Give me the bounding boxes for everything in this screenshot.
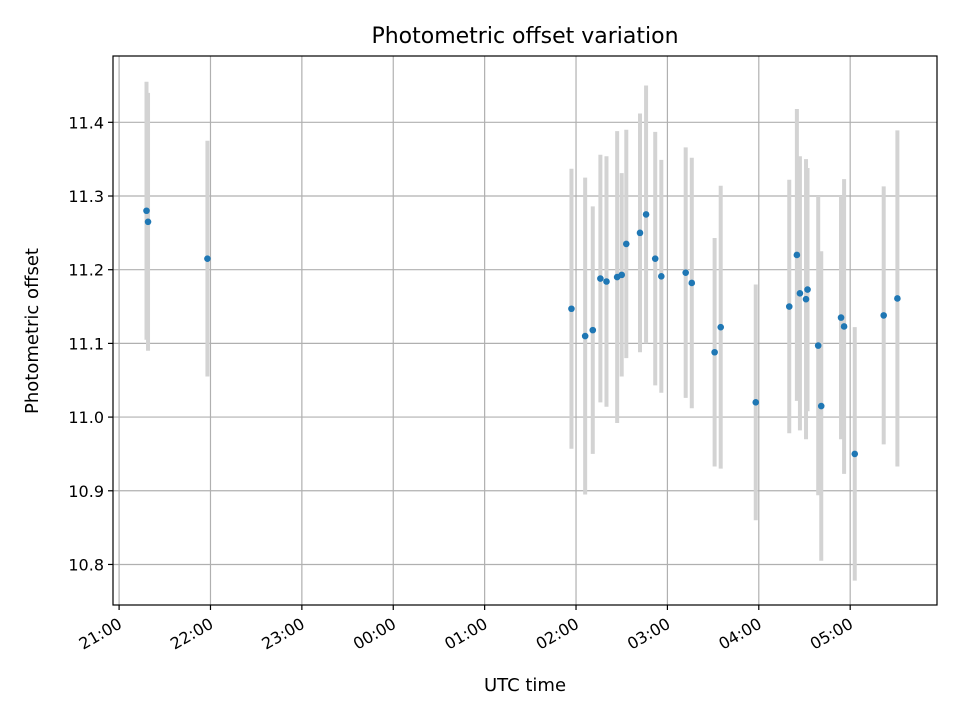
- data-point: [837, 314, 845, 321]
- x-tick-label: 01:00: [441, 614, 490, 654]
- data-point: [717, 323, 725, 331]
- x-tick-label: 05:00: [807, 614, 856, 654]
- data-point: [636, 229, 644, 237]
- grid: [113, 56, 937, 605]
- data-point: [752, 399, 760, 406]
- data-point: [851, 450, 859, 458]
- y-tick-label: 11.0: [68, 408, 104, 427]
- x-tick-label: 02:00: [533, 614, 582, 654]
- data-point: [682, 269, 689, 276]
- data-point: [603, 278, 610, 285]
- data-point: [651, 255, 659, 262]
- y-tick-label: 11.1: [68, 334, 104, 353]
- data-point: [840, 323, 848, 330]
- data-point: [622, 240, 630, 248]
- data-point: [204, 255, 211, 262]
- y-axis-label: Photometric offset: [22, 248, 43, 414]
- data-point: [688, 279, 696, 287]
- chart-title: Photometric offset variation: [371, 24, 678, 49]
- y-tick-label: 11.3: [68, 187, 104, 206]
- data-point: [711, 348, 718, 356]
- data-point: [894, 295, 901, 302]
- y-tick-label: 11.4: [68, 113, 104, 132]
- x-tick-label: 23:00: [258, 614, 307, 654]
- x-tick-label: 22:00: [167, 614, 216, 654]
- data-point: [880, 312, 887, 319]
- data-point: [589, 326, 597, 334]
- data-point: [785, 303, 793, 310]
- x-tick-label: 03:00: [624, 614, 673, 654]
- data-point: [796, 289, 804, 297]
- error-bars: [144, 81, 900, 581]
- data-points: [143, 207, 901, 458]
- x-tick-label: 04:00: [715, 614, 764, 654]
- data-point: [658, 273, 665, 280]
- data-point: [618, 271, 626, 279]
- x-tick-label: 00:00: [350, 614, 399, 654]
- data-point: [144, 218, 152, 226]
- data-point: [143, 207, 150, 215]
- data-point: [597, 275, 604, 282]
- y-tick-label: 10.9: [68, 482, 104, 501]
- data-point: [814, 342, 822, 349]
- data-point: [581, 332, 589, 340]
- y-tick-label: 10.8: [68, 555, 104, 574]
- x-axis-label: UTC time: [484, 675, 566, 696]
- data-point: [802, 295, 810, 303]
- data-point: [568, 305, 575, 313]
- data-point: [642, 211, 650, 218]
- data-point: [817, 402, 825, 410]
- axis-ticks: 21:00 22:00 23:00 00:00 01:00 02:00 03:00 04:00…: [68, 113, 856, 653]
- y-tick-label: 11.2: [68, 261, 104, 280]
- plot-frame: [112, 55, 938, 606]
- x-tick-label: 21:00: [76, 614, 125, 654]
- data-point: [804, 286, 811, 293]
- data-point: [793, 251, 801, 259]
